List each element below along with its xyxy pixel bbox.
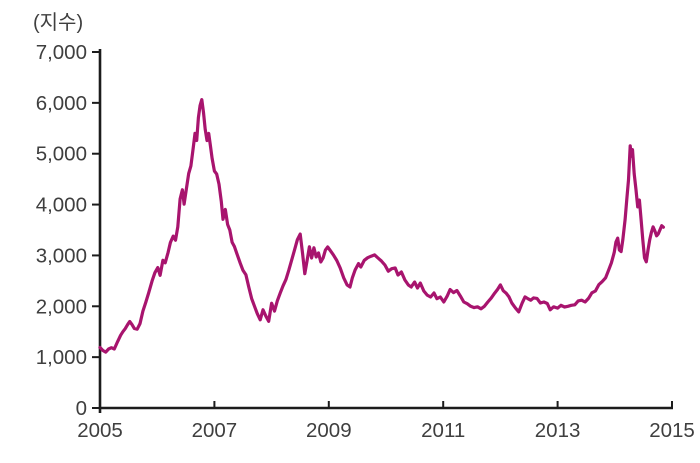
y-tick-label: 4,000 (36, 194, 87, 217)
y-axis-unit-label: (지수) (33, 12, 84, 34)
y-tick-label: 3,000 (36, 244, 87, 267)
x-tick-label: 2005 (77, 419, 123, 442)
y-tick-label: 6,000 (36, 92, 87, 115)
x-tick-label: 2013 (535, 419, 581, 442)
x-tick-label: 2007 (192, 419, 238, 442)
y-tick-label: 0 (76, 397, 87, 420)
y-tick-label: 1,000 (36, 346, 87, 369)
x-tick-label: 2009 (306, 419, 352, 442)
x-tick-label: 2015 (649, 419, 695, 442)
y-tick-label: 2,000 (36, 295, 87, 318)
index-series-line (98, 97, 666, 354)
y-tick-label: 5,000 (36, 143, 87, 166)
y-tick-label: 7,000 (36, 41, 87, 64)
x-tick-label: 2011 (421, 419, 465, 442)
